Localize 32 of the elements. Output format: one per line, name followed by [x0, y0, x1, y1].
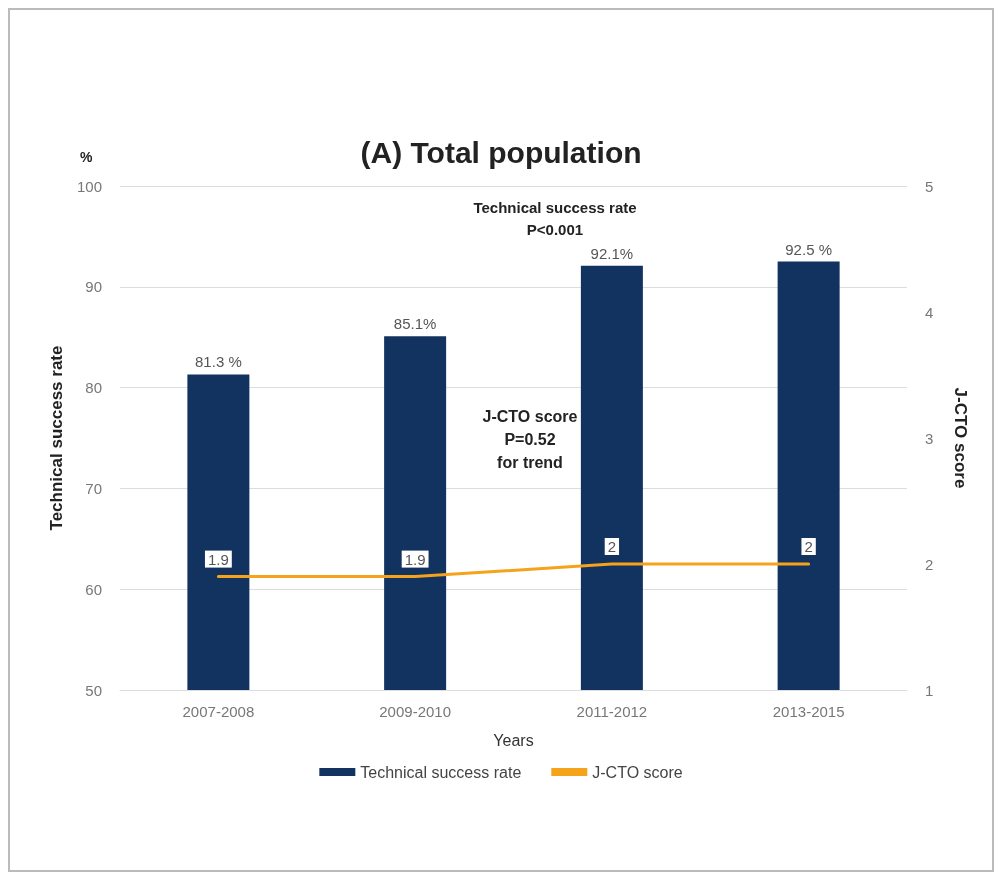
y2-tick-label: 2 — [925, 555, 934, 573]
y-tick-label: 100 — [76, 177, 102, 195]
y-tick-label: 80 — [85, 379, 102, 397]
y2-tick-label: 3 — [925, 429, 934, 447]
y2-axis-title: J-CTO score — [951, 387, 970, 489]
text: % — [80, 148, 93, 165]
x-tick-label: 2011-2012 — [576, 703, 648, 720]
y-tick-label: 90 — [85, 278, 102, 296]
annotation: Technical success rate P<0.001 — [473, 198, 637, 238]
data-label: 2 — [804, 538, 813, 555]
y-tick-label: 60 — [85, 580, 102, 598]
chart-title: (A) Total population — [360, 135, 642, 169]
y-tick-label: 50 — [85, 681, 102, 699]
y-axis-title: Technical success rate — [47, 345, 66, 531]
y2-tick-label: 1 — [925, 681, 934, 699]
data-label: 2 — [607, 538, 617, 555]
data-label: 1.9 — [404, 550, 426, 568]
x-tick-label: 2007-2008 — [182, 703, 255, 720]
annotation: J-CTO score P=0.52 for trend — [482, 408, 578, 471]
data-label: 81.3 % — [195, 353, 242, 371]
legend-label: Technical success rate — [360, 763, 522, 781]
y2-tick-label: 4 — [925, 303, 934, 321]
data-label: 1.9 — [207, 550, 229, 568]
data-label: 92.5 % — [785, 240, 832, 258]
y-tick-label: 70 — [85, 479, 102, 497]
data-label: 92.1% — [590, 244, 634, 262]
legend-label: J-CTO score — [592, 763, 683, 781]
x-axis-title: Years — [493, 731, 534, 749]
x-tick-label: 2013-2015 — [772, 703, 845, 720]
x-tick-label: 2009-2010 — [379, 703, 451, 720]
data-label: 85.1% — [393, 315, 437, 333]
y2-tick-label: 5 — [925, 177, 934, 195]
